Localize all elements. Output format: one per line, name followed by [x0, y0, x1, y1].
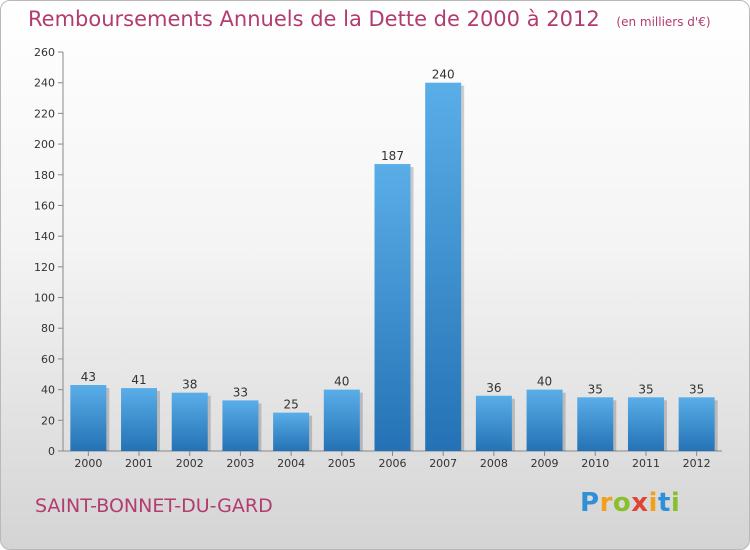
bar-value-label: 25	[283, 398, 298, 412]
x-tick-label: 2007	[429, 457, 457, 470]
bar-value-label: 36	[486, 381, 501, 395]
x-tick-label: 2005	[328, 457, 356, 470]
y-tick-label: 120	[34, 261, 55, 274]
y-tick-label: 20	[41, 414, 55, 427]
bar	[121, 388, 158, 451]
x-tick-label: 2010	[581, 457, 609, 470]
bar	[577, 397, 614, 451]
bar	[374, 164, 411, 451]
bar-value-label: 35	[588, 382, 603, 396]
bar-value-label: 43	[81, 370, 96, 384]
bar-value-label: 187	[381, 149, 404, 163]
y-tick-label: 140	[34, 230, 55, 243]
bar-value-label: 40	[537, 375, 552, 389]
bar	[70, 385, 107, 451]
x-tick-label: 2001	[125, 457, 153, 470]
x-tick-label: 2004	[277, 457, 305, 470]
bar-value-label: 240	[432, 68, 455, 82]
x-tick-label: 2012	[683, 457, 711, 470]
y-tick-label: 200	[34, 138, 55, 151]
x-tick-label: 2009	[531, 457, 559, 470]
y-tick-label: 180	[34, 169, 55, 182]
y-tick-label: 60	[41, 353, 55, 366]
chart-title: Remboursements Annuels de la Dette de 20…	[28, 7, 711, 31]
proxiti-logo: Proxiti	[580, 488, 681, 518]
bar	[526, 389, 563, 451]
y-tick-label: 0	[48, 445, 55, 458]
bar	[323, 389, 360, 451]
x-tick-label: 2011	[632, 457, 660, 470]
bar-value-label: 35	[638, 382, 653, 396]
bar	[627, 397, 664, 451]
bar	[678, 397, 715, 451]
bar	[475, 395, 512, 451]
y-tick-label: 160	[34, 199, 55, 212]
y-tick-label: 260	[34, 46, 55, 59]
x-tick-label: 2006	[379, 457, 407, 470]
commune-name: SAINT-BONNET-DU-GARD	[35, 495, 273, 517]
x-tick-label: 2000	[74, 457, 102, 470]
chart-title-text: Remboursements Annuels de la Dette de 20…	[28, 7, 600, 31]
bar-value-label: 38	[182, 378, 197, 392]
y-tick-label: 240	[34, 77, 55, 90]
bar	[425, 82, 462, 451]
bar	[222, 400, 259, 451]
bar-value-label: 33	[233, 385, 248, 399]
x-tick-label: 2008	[480, 457, 508, 470]
bar-value-label: 35	[689, 382, 704, 396]
bar	[273, 412, 310, 451]
y-tick-label: 80	[41, 322, 55, 335]
bar	[171, 392, 208, 451]
x-tick-label: 2002	[176, 457, 204, 470]
y-tick-label: 220	[34, 107, 55, 120]
bar-value-label: 41	[131, 373, 146, 387]
unit-note: (en milliers d'€)	[616, 15, 711, 29]
y-tick-label: 40	[41, 384, 55, 397]
bar-value-label: 40	[334, 375, 349, 389]
y-tick-label: 100	[34, 292, 55, 305]
x-tick-label: 2003	[226, 457, 254, 470]
